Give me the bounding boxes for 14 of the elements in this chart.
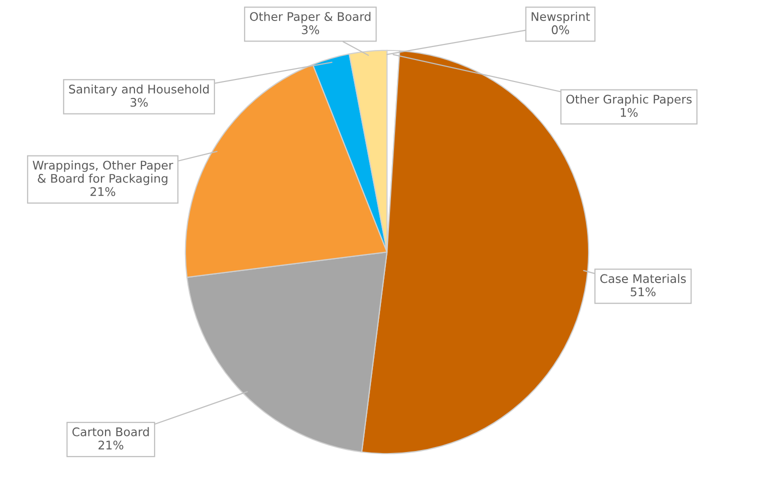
data-label: 21% [90, 187, 116, 196]
data-label: 1% [620, 108, 638, 117]
slice-label: Sanitary and Household [69, 84, 209, 96]
data-label: 3% [302, 25, 320, 34]
slice-label: Other Graphic Papers [566, 94, 692, 106]
data-label: 51% [630, 287, 656, 296]
slice-label: Carton Board [72, 427, 149, 436]
data-label: 21% [98, 440, 124, 450]
data-label: 3% [130, 98, 148, 107]
slice-label: Wrappings, Other Paper & Board for Packaging [32, 160, 174, 186]
slice-label: Case Materials [600, 274, 686, 284]
text: 0% [552, 25, 570, 34]
slice-label: Other Paper & Board [250, 12, 370, 24]
category-label: Newsprint [532, 12, 590, 24]
